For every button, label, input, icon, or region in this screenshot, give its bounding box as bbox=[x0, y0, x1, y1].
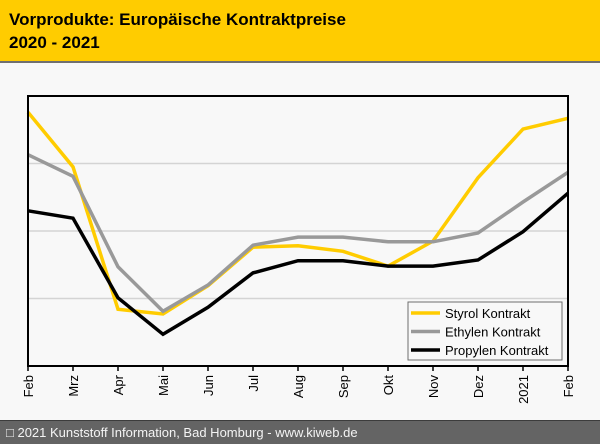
x-axis: Feb Mrz Apr Mai Jun Jul Aug Sep Okt Nov Dez 2021 Feb bbox=[21, 366, 576, 404]
copyright-footer: □ 2021 Kunststoff Information, Bad Hombu… bbox=[0, 420, 600, 444]
chart-title: Vorprodukte: Europäische Kontraktpreise bbox=[9, 10, 346, 29]
x-tick-label: Sep bbox=[336, 375, 351, 398]
legend-label: Ethylen Kontrakt bbox=[445, 325, 541, 340]
x-tick-label: Okt bbox=[381, 375, 396, 396]
x-tick-label: Mai bbox=[156, 375, 171, 396]
x-tick-label: Nov bbox=[426, 375, 441, 399]
series-line-propylen-kontrakt bbox=[27, 191, 570, 337]
x-tick-label: Aug bbox=[291, 375, 306, 398]
x-tick-label: 2021 bbox=[516, 375, 531, 404]
chart-subtitle-years: 2020 - 2021 bbox=[9, 33, 100, 52]
series-lines bbox=[26, 111, 570, 337]
x-tick-label: Feb bbox=[561, 375, 576, 397]
legend: Styrol Kontrakt Ethylen Kontrakt Propylen … bbox=[407, 301, 563, 361]
line-chart: Feb Mrz Apr Mai Jun Jul Aug Sep Okt Nov Dez 2021 Feb… bbox=[21, 95, 576, 404]
x-tick-label: Jul bbox=[246, 375, 261, 392]
series-line-styrol-kontrakt bbox=[26, 111, 569, 316]
x-tick-label: Jun bbox=[201, 375, 216, 396]
legend-label: Styrol Kontrakt bbox=[445, 306, 531, 321]
x-tick-label: Apr bbox=[111, 374, 126, 395]
x-tick-label: Feb bbox=[21, 375, 36, 397]
series-line-ethylen-kontrakt bbox=[27, 153, 569, 314]
x-tick-label: Dez bbox=[471, 375, 486, 398]
x-tick-label: Mrz bbox=[66, 375, 81, 397]
legend-label: Propylen Kontrakt bbox=[445, 343, 549, 358]
chart-header: Vorprodukte: Europäische Kontraktpreise … bbox=[0, 0, 600, 63]
